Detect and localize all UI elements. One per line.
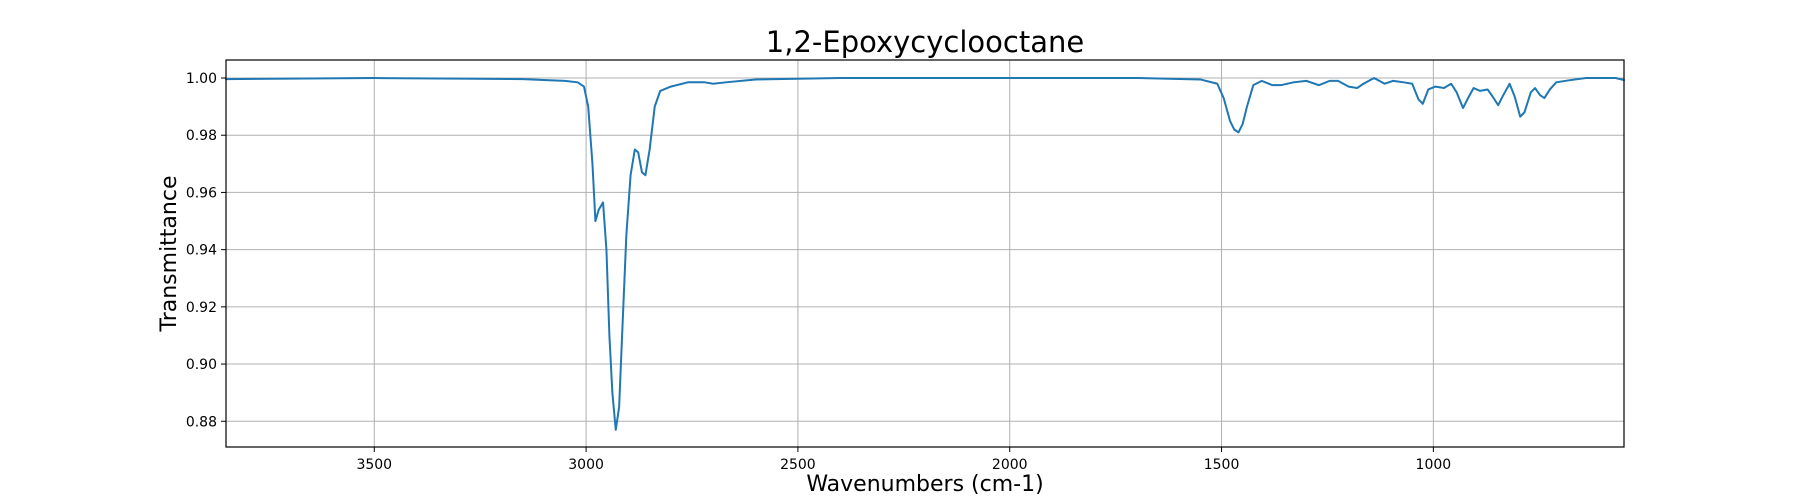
x-tick-label: 3500 — [356, 457, 392, 473]
y-tick-label: 0.90 — [186, 357, 217, 373]
x-axis-label: Wavenumbers (cm-1) — [806, 472, 1043, 497]
x-tick-label: 2500 — [780, 457, 816, 473]
transmittance-series-line — [225, 77, 1625, 431]
y-tick-label: 0.88 — [186, 414, 217, 430]
y-tick-label: 0.94 — [186, 243, 217, 259]
series-layer — [225, 77, 1625, 431]
axis-ticks: 3500 3000 2500 2000 1500 1000 0.88 0.90 0.92 0.94… — [186, 71, 1451, 473]
x-tick-label: 1000 — [1416, 457, 1452, 473]
y-tick-label: 0.98 — [186, 128, 217, 144]
chart-title: 1,2-Epoxycyclooctane — [766, 25, 1084, 59]
x-tick-label: 3000 — [568, 457, 604, 473]
y-tick-label: 0.96 — [186, 185, 217, 201]
grid — [226, 60, 1624, 447]
x-tick-label: 2000 — [992, 457, 1028, 473]
plot-frame — [225, 59, 1625, 448]
y-axis-label: Transmittance — [157, 176, 182, 333]
y-tick-label: 0.92 — [186, 300, 217, 316]
y-tick-label: 1.00 — [186, 71, 217, 87]
x-tick-label: 1500 — [1204, 457, 1240, 473]
